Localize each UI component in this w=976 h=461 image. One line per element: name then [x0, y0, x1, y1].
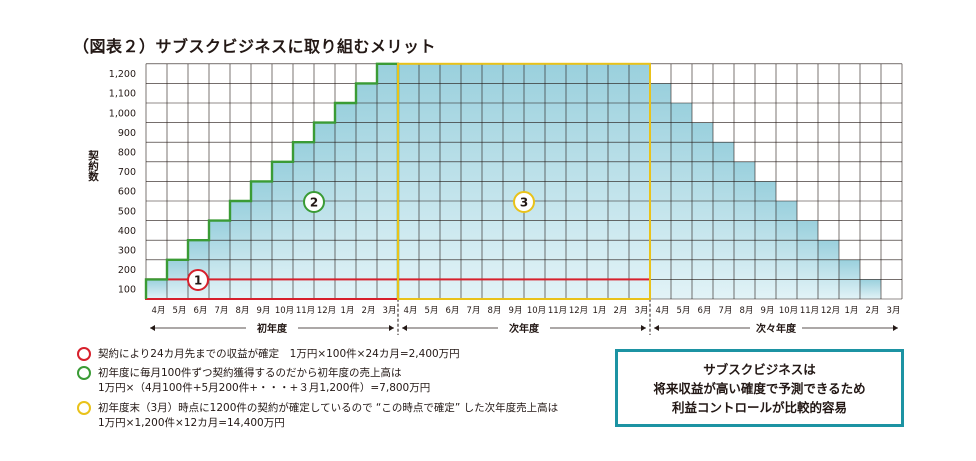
x-tick-label: 10月 [275, 306, 294, 316]
y-tick-label: 300 [118, 246, 136, 257]
x-tick-label: 1月 [845, 306, 859, 316]
yellow-highlight-box [397, 62, 651, 300]
x-tick-label: 5月 [677, 306, 691, 316]
x-tick-label: 11月 [548, 306, 567, 316]
green-staircase [144, 62, 400, 299]
x-tick-label: 3月 [383, 306, 397, 316]
x-tick-label: 2月 [614, 306, 628, 316]
green-circle-icon [77, 366, 91, 380]
x-tick-label: 3月 [887, 306, 901, 316]
yellow-circle-icon [77, 401, 91, 415]
x-tick-label: 4月 [152, 306, 166, 316]
y-tick-label: 700 [118, 167, 136, 178]
arrow-head [389, 325, 394, 331]
bar [314, 122, 335, 299]
x-tick-label: 10月 [779, 306, 798, 316]
summary-callout: サブスクビジネスは 将来収益が高い確度で予測できるため 利益コントロールが比較的… [615, 349, 904, 427]
x-tick-label: 7月 [467, 306, 481, 316]
x-tick-label: 8月 [740, 306, 754, 316]
x-tick-label: 9月 [761, 306, 775, 316]
marker-number: 3 [520, 196, 528, 210]
arrow-head [150, 325, 155, 331]
bar [860, 279, 881, 299]
subscription-chart: 契約数 1 2 3 100 200 300 400 500 600 700 800 900 1,000… [87, 62, 903, 335]
bar [734, 161, 755, 299]
arrow-head [641, 325, 646, 331]
x-tick-label: 4月 [656, 306, 670, 316]
y-tick-label: 1,100 [109, 89, 136, 100]
y-tick-label: 1,000 [109, 108, 136, 119]
marker-circle [187, 269, 209, 291]
x-tick-label: 6月 [194, 306, 208, 316]
arrow-head [654, 325, 659, 331]
y-tick-label: 400 [118, 226, 136, 237]
y-tick-label: 600 [118, 187, 136, 198]
x-tick-label: 12月 [569, 306, 588, 316]
marker-number: 2 [310, 196, 318, 210]
period-label: 次々年度 [756, 322, 797, 335]
x-tick-label: 11月 [800, 306, 819, 316]
x-tick-label: 12月 [317, 306, 336, 316]
period-label: 初年度 [257, 322, 288, 335]
x-tick-label: 9月 [509, 306, 523, 316]
legend-text: 初年度に毎月100件ずつ契約獲得するのだから初年度の売上高は [98, 367, 402, 379]
bar [650, 83, 671, 300]
x-tick-label: 6月 [446, 306, 460, 316]
bar [230, 201, 251, 299]
x-tick-label: 5月 [425, 306, 439, 316]
bar [818, 240, 839, 299]
marker-circle [513, 191, 535, 213]
x-tick-label: 2月 [866, 306, 880, 316]
y-tick-label: 800 [118, 148, 136, 159]
marker-circle [303, 191, 325, 213]
bar [272, 161, 293, 299]
x-tick-label: 2月 [362, 306, 376, 316]
page-title: （図表２）サブスクビジネスに取り組むメリット [73, 37, 437, 56]
x-tick-label: 8月 [488, 306, 502, 316]
bar [146, 279, 167, 299]
x-tick-label: 7月 [215, 306, 229, 316]
x-tick-label: 5月 [173, 306, 187, 316]
x-tick-label: 9月 [257, 306, 271, 316]
bar [356, 83, 377, 300]
y-axis-label: 契約数 [87, 149, 99, 182]
period-label: 次年度 [509, 322, 540, 335]
arrow-head [402, 325, 407, 331]
red-circle-icon [77, 347, 91, 361]
legend-text: 1万円×1,200件×12カ月=14,400万円 [98, 417, 285, 429]
callout-line: 将来収益が高い確度で予測できるため [653, 381, 866, 396]
x-tick-label: 3月 [635, 306, 649, 316]
legend-text: 1万円×（4月100件+5月200件+・・・+３月1,200件）=7,800万円 [98, 382, 431, 394]
y-tick-label: 900 [118, 128, 136, 139]
x-tick-label: 6月 [698, 306, 712, 316]
bar [692, 122, 713, 299]
legend-text: 契約により24カ月先までの収益が確定 1万円×100件×24カ月=2,400万円 [98, 348, 460, 360]
x-tick-label: 10月 [527, 306, 546, 316]
legend-text: 初年度末（3月）時点に1200件の契約が確定しているので “この時点で確定” し… [98, 402, 559, 414]
x-tick-label: 1月 [341, 306, 355, 316]
callout-line: 利益コントロールが比較的容易 [671, 400, 847, 415]
callout-line: サブスクビジネスは [703, 362, 816, 377]
y-tick-label: 200 [118, 265, 136, 276]
x-tick-label: 7月 [719, 306, 733, 316]
x-tick-label: 8月 [236, 306, 250, 316]
y-tick-label: 500 [118, 206, 136, 217]
x-tick-label: 12月 [821, 306, 840, 316]
y-tick-label: 100 [118, 285, 136, 296]
arrow-head [893, 325, 898, 331]
y-tick-label: 1,200 [109, 69, 136, 80]
x-tick-label: 4月 [404, 306, 418, 316]
x-tick-label: 11月 [296, 306, 315, 316]
bar [776, 201, 797, 299]
x-tick-label: 1月 [593, 306, 607, 316]
marker-number: 1 [194, 274, 202, 288]
